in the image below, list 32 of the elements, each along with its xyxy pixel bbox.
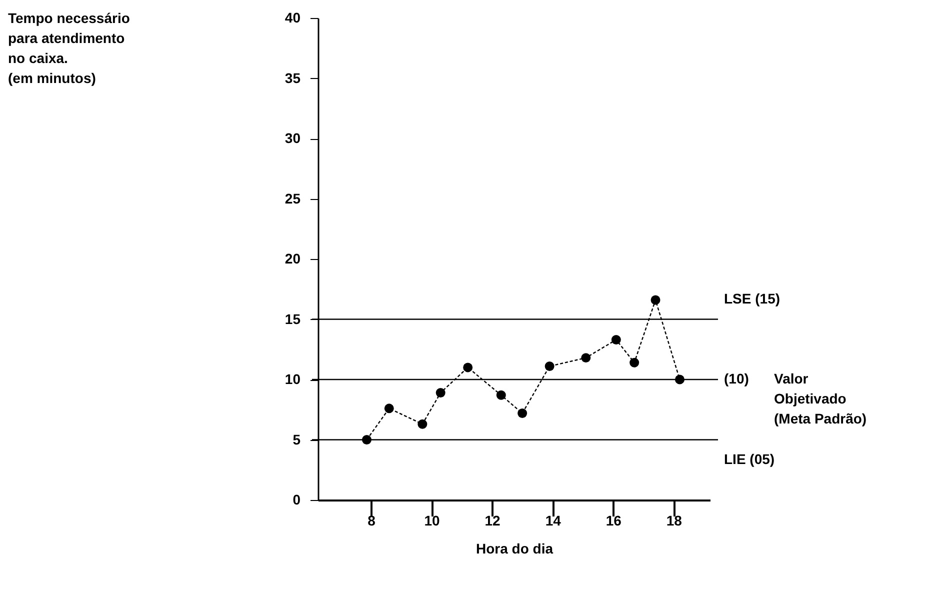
- x-tick-label: 18: [666, 512, 682, 528]
- ref-line-label: (10): [724, 370, 749, 386]
- point: [384, 404, 394, 414]
- x-tick-label: 14: [545, 512, 562, 528]
- x-axis-title: Hora do dia: [476, 540, 554, 556]
- y-tick-label: 35: [284, 70, 301, 86]
- x-tick-label: 16: [606, 512, 622, 528]
- y-tick-label: 0: [292, 492, 301, 508]
- point: [418, 419, 428, 429]
- point: [544, 362, 554, 371]
- y-tick-label: 40: [284, 10, 301, 26]
- point: [436, 388, 446, 398]
- text: Valor Objetivado (Meta Padrão): [774, 370, 867, 426]
- point: [463, 362, 473, 372]
- x-tick-label: 10: [424, 512, 440, 528]
- y-tick-label: 20: [284, 250, 301, 266]
- ref-line-label: LSE (15): [724, 290, 780, 306]
- y-tick-label: 10: [284, 371, 301, 387]
- y-tick-label: 5: [292, 431, 301, 448]
- point: [650, 295, 660, 305]
- point: [630, 358, 640, 368]
- x-tick-label: 8: [368, 512, 376, 528]
- point: [496, 390, 506, 400]
- text: Tempo necessário para atendimento no caixa. (em minutos): [8, 10, 130, 86]
- x-tick-label: 12: [484, 512, 501, 528]
- ref-line-label: LIE (05): [724, 450, 775, 467]
- point: [611, 335, 621, 344]
- point: [518, 408, 528, 418]
- y-tick-label: 25: [284, 190, 301, 206]
- y-tick-label: 15: [284, 310, 301, 327]
- y-tick-label: 30: [284, 130, 301, 146]
- point: [581, 353, 591, 363]
